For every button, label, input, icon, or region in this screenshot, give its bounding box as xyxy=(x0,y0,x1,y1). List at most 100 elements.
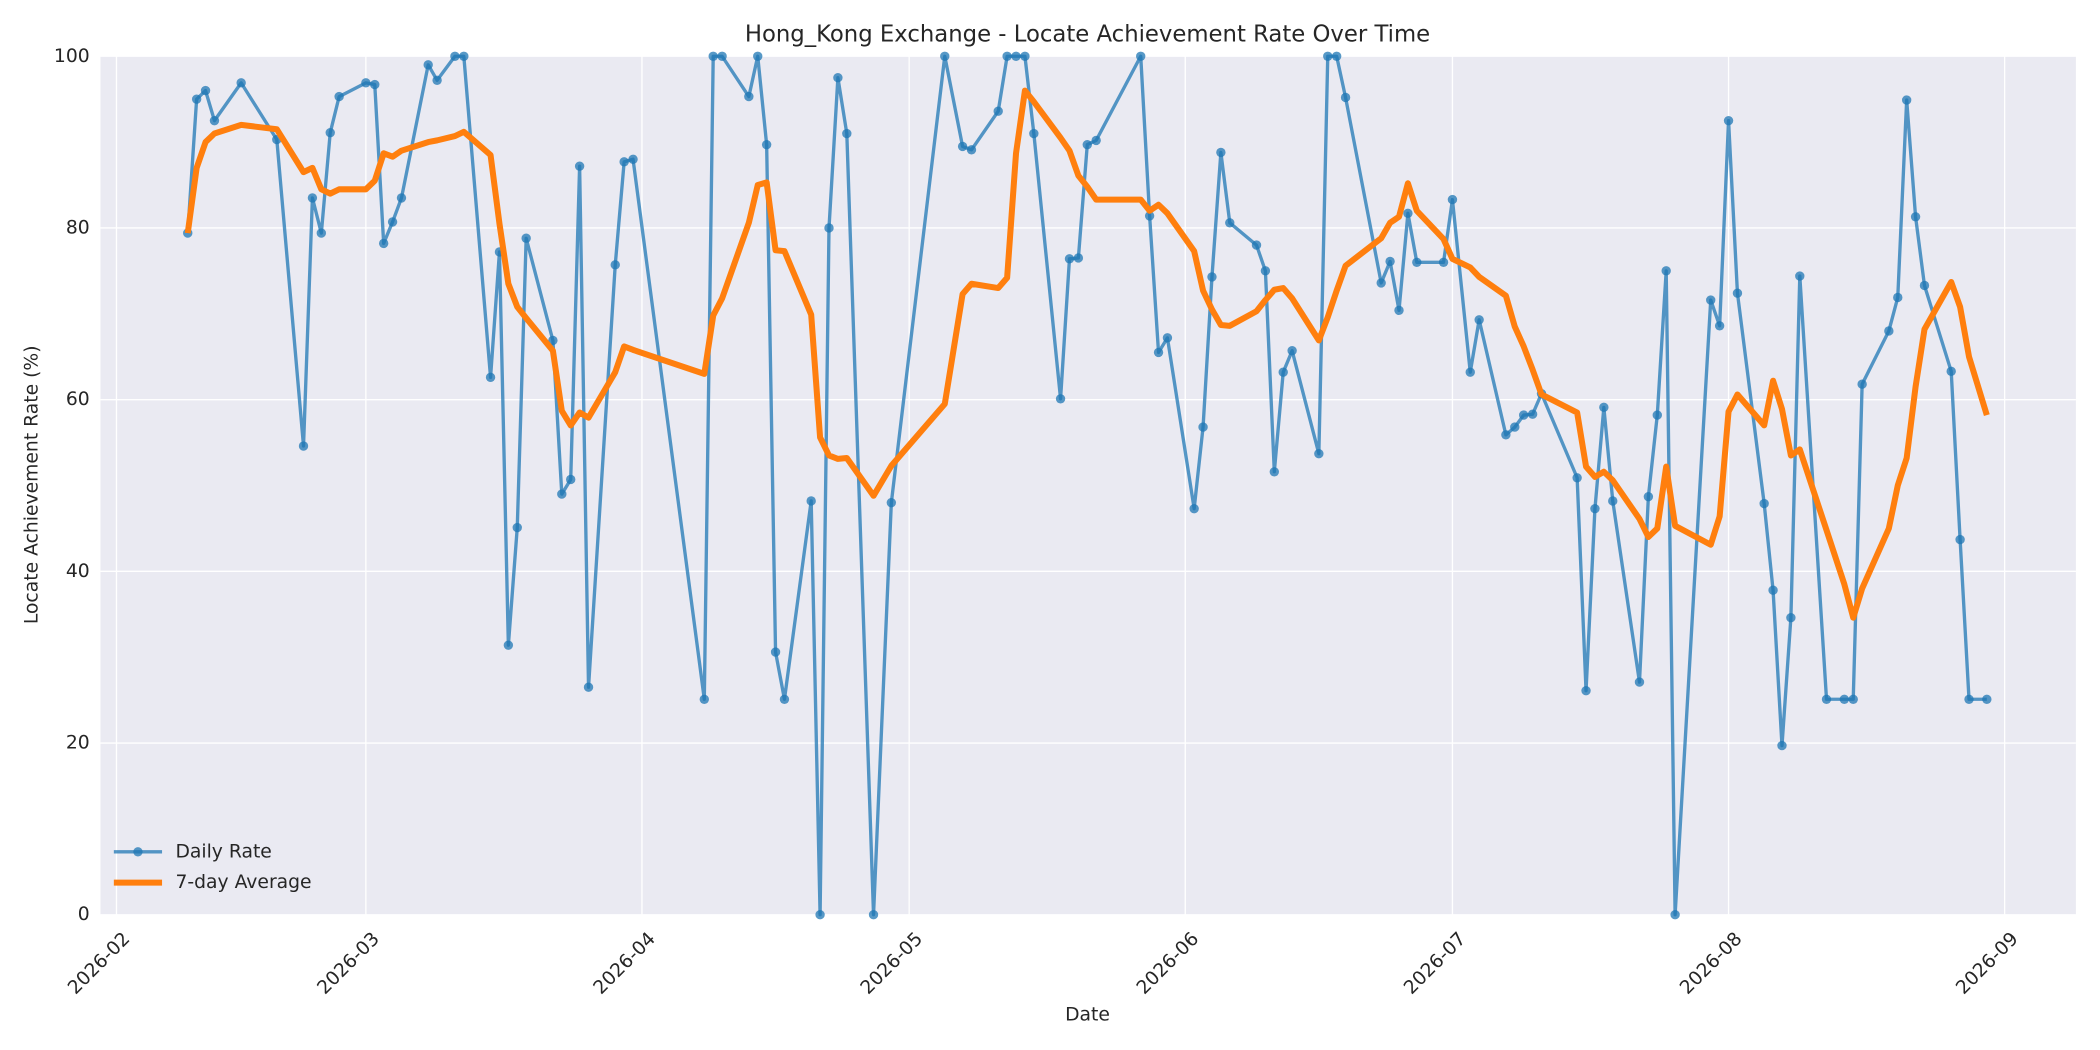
data-point xyxy=(1955,534,1965,545)
data-point xyxy=(1901,95,1912,105)
data-point xyxy=(1964,694,1974,704)
data-point xyxy=(1314,449,1324,459)
data-point xyxy=(1786,613,1796,623)
data-point xyxy=(1857,379,1867,389)
y-tick-label: 80 xyxy=(66,217,90,238)
data-point xyxy=(1821,694,1832,704)
data-point xyxy=(1474,315,1484,325)
data-point xyxy=(744,91,754,102)
data-point xyxy=(1652,410,1662,420)
x-axis-label: Date xyxy=(1065,1005,1110,1026)
data-point xyxy=(566,474,576,485)
chart-title: Hong_Kong Exchange - Locate Achievement … xyxy=(745,21,1430,47)
data-point xyxy=(1884,326,1894,336)
data-point xyxy=(200,85,211,96)
data-point xyxy=(1144,211,1155,221)
data-point xyxy=(1634,677,1645,687)
legend-label: Daily Rate xyxy=(175,841,271,862)
data-point xyxy=(1376,278,1386,288)
data-point xyxy=(1447,194,1458,205)
data-point xyxy=(1082,139,1092,150)
data-point xyxy=(1919,280,1930,291)
data-point xyxy=(1910,212,1921,222)
data-point xyxy=(1198,422,1208,432)
data-point xyxy=(1260,266,1271,276)
data-point xyxy=(1510,422,1520,432)
data-point xyxy=(1732,288,1743,298)
data-point xyxy=(432,75,442,85)
data-point xyxy=(1670,910,1680,920)
data-point xyxy=(717,51,727,61)
data-point xyxy=(1412,257,1422,267)
data-point xyxy=(708,51,718,61)
marks xyxy=(183,51,1992,920)
data-point xyxy=(459,51,469,61)
data-point xyxy=(1759,498,1769,509)
data-point xyxy=(1189,503,1199,514)
data-point xyxy=(1269,467,1280,477)
data-point xyxy=(940,51,950,61)
data-point xyxy=(1385,256,1395,267)
data-point xyxy=(334,91,344,102)
data-point xyxy=(1848,694,1858,704)
data-point xyxy=(450,51,460,61)
data-point xyxy=(548,335,558,346)
legend-label: 7-day Average xyxy=(175,872,311,893)
data-point xyxy=(842,128,852,139)
data-point xyxy=(628,154,638,164)
data-point xyxy=(1527,409,1538,419)
y-axis-label: Locate Achievement Rate (%) xyxy=(22,345,43,624)
data-point xyxy=(361,78,371,88)
data-point xyxy=(209,115,220,126)
data-point xyxy=(1706,295,1716,305)
data-point xyxy=(1029,128,1039,139)
data-point xyxy=(1438,257,1449,267)
data-point xyxy=(1251,240,1262,250)
data-point xyxy=(993,106,1003,116)
data-point xyxy=(521,233,531,243)
data-point xyxy=(387,217,398,227)
data-point xyxy=(1599,402,1609,413)
data-point xyxy=(236,78,246,88)
data-point xyxy=(1768,585,1778,595)
data-point xyxy=(574,161,585,171)
data-point xyxy=(503,640,514,650)
data-point xyxy=(1661,266,1671,276)
data-point xyxy=(1519,410,1529,420)
y-tick-label: 0 xyxy=(78,904,90,925)
data-point xyxy=(1091,135,1101,146)
data-point xyxy=(1287,346,1297,356)
data-point xyxy=(316,228,327,238)
data-point xyxy=(1331,51,1342,61)
data-point xyxy=(610,260,620,270)
data-point xyxy=(557,489,567,499)
data-point xyxy=(815,910,825,920)
data-point xyxy=(1055,394,1066,404)
data-point xyxy=(1608,496,1618,506)
data-point xyxy=(806,496,816,506)
data-point xyxy=(1590,503,1600,514)
data-point xyxy=(1064,254,1075,264)
data-point xyxy=(1795,271,1805,281)
data-point xyxy=(1216,147,1226,158)
data-point xyxy=(583,682,594,692)
data-point xyxy=(833,73,843,83)
data-point xyxy=(370,79,380,90)
data-point xyxy=(1723,115,1734,126)
y-tick-label: 100 xyxy=(54,46,90,67)
y-tick-label: 60 xyxy=(66,389,90,410)
data-point xyxy=(761,139,772,150)
data-point xyxy=(1714,321,1725,331)
y-tick-label: 40 xyxy=(66,561,90,582)
data-point xyxy=(307,193,318,203)
data-point xyxy=(770,647,781,657)
data-point xyxy=(1225,218,1235,228)
data-point xyxy=(1340,92,1351,103)
data-point xyxy=(1136,51,1146,61)
data-point xyxy=(1278,367,1288,377)
data-point xyxy=(824,223,834,233)
data-point xyxy=(378,238,389,249)
data-point xyxy=(1394,305,1404,316)
data-point xyxy=(396,193,407,203)
